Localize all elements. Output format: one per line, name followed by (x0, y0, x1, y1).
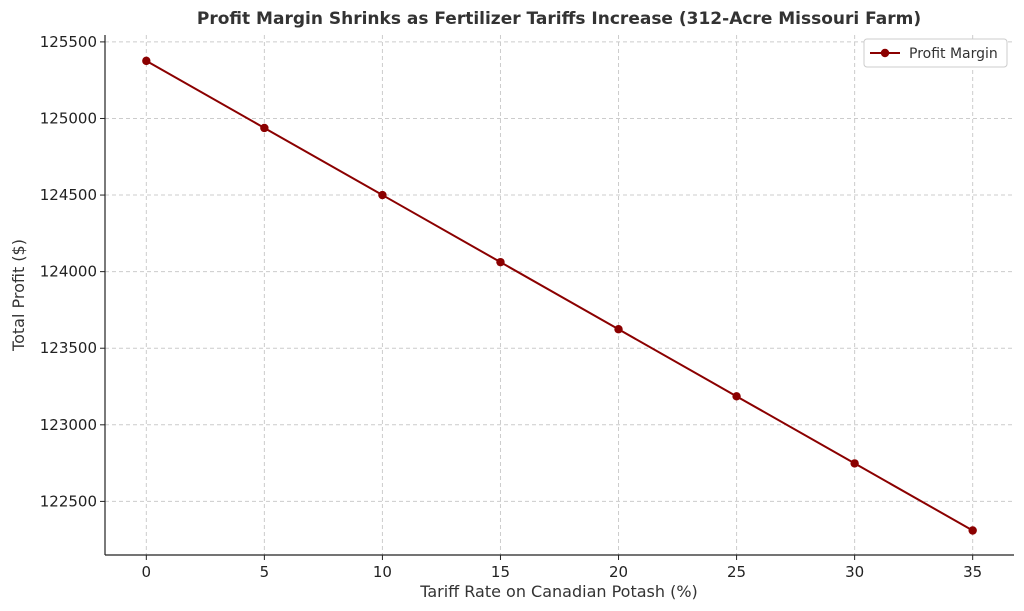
data-point[interactable] (496, 257, 505, 267)
series-group (142, 56, 977, 535)
y-tick-label: 124500 (40, 186, 97, 204)
y-tick-label: 123000 (40, 416, 97, 434)
y-tick-label: 125500 (40, 33, 97, 51)
x-tick-label: 10 (373, 563, 392, 581)
axes (100, 35, 1014, 560)
data-point[interactable] (850, 459, 859, 468)
y-tick-label: 122500 (40, 492, 97, 510)
x-axis-label: Tariff Rate on Canadian Potash (%) (419, 582, 698, 601)
data-point[interactable] (614, 325, 623, 334)
y-tick-label: 124000 (40, 263, 97, 281)
data-point[interactable] (260, 123, 269, 133)
x-tick-label: 30 (845, 563, 864, 581)
y-tick-label: 123500 (40, 339, 97, 357)
x-tick-label: 25 (727, 563, 746, 581)
data-point[interactable] (968, 526, 977, 535)
chart-title: Profit Margin Shrinks as Fertilizer Tari… (197, 9, 921, 29)
legend-label: Profit Margin (909, 46, 998, 62)
x-tick-label: 0 (142, 563, 152, 581)
x-tick-label: 15 (491, 563, 510, 581)
x-tick-label: 35 (963, 563, 982, 581)
x-tick-label: 5 (260, 563, 270, 581)
legend-marker (880, 48, 890, 58)
y-tick-label: 125000 (40, 109, 97, 127)
x-tick-label: 20 (609, 563, 628, 581)
legend: Profit Margin (863, 38, 1008, 68)
data-point[interactable] (378, 190, 387, 200)
data-point[interactable] (142, 56, 151, 66)
series-line (145, 60, 974, 532)
grid-lines (105, 35, 1014, 555)
y-axis-label: Total Profit ($) (9, 239, 28, 352)
tick-labels: 0 5 10 15 20 25 30 35 122500 123000 123500 124000 12… (40, 33, 982, 581)
data-point[interactable] (732, 392, 741, 401)
legend-box (863, 38, 1008, 68)
